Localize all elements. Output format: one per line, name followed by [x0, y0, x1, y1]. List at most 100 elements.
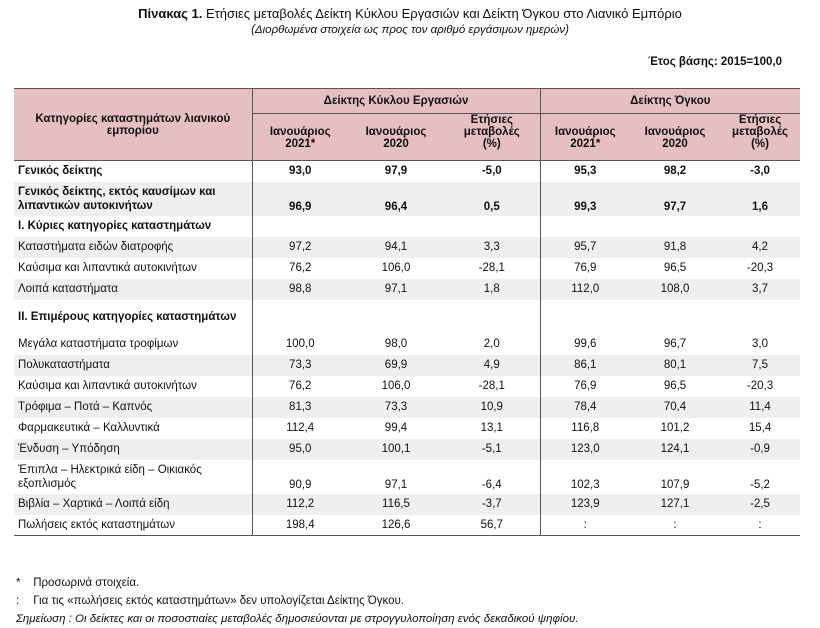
cell-value: 112,4 [286, 422, 315, 434]
cell-value: 76,9 [574, 380, 597, 392]
cell-value: 95,0 [252, 438, 348, 460]
row-label: Έπιπλα – Ηλεκτρικά είδη – Οικιακός εξοπλ… [14, 459, 253, 494]
cell-value: 76,2 [289, 262, 312, 274]
cell-value: 95,3 [574, 165, 597, 178]
cell-value: 90,9 [289, 478, 312, 491]
cell-value: 76,2 [289, 380, 312, 392]
table-row: Πολυκαταστήματα 73,3 69,9 4,9 86,1 80,1 7,5 [14, 354, 801, 376]
col-annual-change: Ετήσιες μεταβολές [720, 113, 801, 138]
cell-value: 91,8 [630, 236, 721, 258]
cell-value: : [720, 514, 801, 536]
cell-value: 112,2 [252, 493, 348, 515]
cell-value: 107,9 [660, 478, 690, 491]
cell-value: 99,6 [574, 338, 597, 350]
cell-value [540, 216, 630, 237]
cell-value [540, 300, 630, 334]
cell-value: 7,5 [720, 354, 801, 376]
category-header: Κατηγορίες καταστημάτων λιανικού εμπορίο… [14, 88, 253, 161]
footnote-provisional: * Προσωρινά στοιχεία. [16, 577, 140, 589]
cell-value [630, 300, 720, 334]
cell-value: 2,0 [444, 333, 541, 355]
cell-value: 10,9 [444, 396, 541, 418]
cell-value: 96,5 [663, 262, 687, 274]
row-label: I. Κύριες κατηγορίες καταστημάτων [14, 215, 253, 237]
cell-value: 100,1 [348, 438, 444, 460]
col-annual-change: Ετήσιες μεταβολές [444, 113, 541, 138]
cell-value: 98,8 [252, 278, 348, 300]
cell-value: 123,9 [540, 493, 631, 515]
table-title: Πίνακας 1. Ετήσιες μεταβολές Δείκτη Κύκλ… [138, 6, 682, 21]
cell-value [720, 300, 800, 334]
cell-value: -5,0 [444, 160, 541, 182]
row-label: Πωλήσεις εκτός καταστημάτων [14, 514, 253, 536]
table-row: Γενικός δείκτης, εκτός καυσίμων και λιπα… [14, 181, 801, 216]
cell-value: 73,3 [252, 354, 348, 376]
cell-value: 1,6 [720, 181, 801, 216]
cell-value: 116,8 [571, 422, 600, 434]
table-row: Γενικός δείκτης 93,0 97,9 -5,0 95,3 98,2 -3,0 [14, 160, 800, 182]
col-year-2021: 2021* [540, 138, 631, 161]
cell-value: 96,5 [663, 380, 687, 392]
cell-value: -6,4 [444, 459, 541, 494]
cell-value: 4,2 [720, 236, 801, 258]
col-jan-2020: Ιανουάριος [348, 113, 444, 138]
cell-value: 80,1 [630, 354, 721, 376]
cell-value: 106,0 [381, 262, 411, 274]
cell-value [348, 300, 444, 334]
row-label: Τρόφιμα – Ποτά – Καπνός [14, 396, 253, 418]
cell-value: 69,9 [348, 354, 444, 376]
table-row: Λοιπά καταστήματα 98,8 97,1 1,8 112,0 108,0 3,… [14, 278, 801, 300]
cell-value: 98,0 [384, 338, 408, 350]
cell-value: 4,9 [444, 354, 541, 376]
cell-value: 97,9 [384, 165, 408, 178]
cell-value [252, 300, 348, 334]
cell-value: 106,0 [381, 380, 411, 392]
cell-value: 78,4 [540, 396, 631, 418]
footnote-rounding: Σημείωση : Οι δείκτες και οι ποσοστιαίες… [16, 613, 579, 625]
footnotes: * Προσωρινά στοιχεία. : Για τις «πωλήσει… [16, 574, 579, 628]
cell-value: 56,7 [444, 514, 541, 536]
table-row: Μεγάλα καταστήματα τροφίμων 100,0 98,0 2,0 9… [14, 333, 800, 355]
table-row: Φαρμακευτικά – Καλλυντικά 112,4 99,4 13,1 11… [14, 417, 800, 439]
base-year-note: Έτος βάσης: 2015=100,0 [648, 56, 782, 68]
cell-value: 112,0 [540, 278, 631, 300]
cell-value: 124,1 [630, 438, 721, 460]
cell-value [252, 216, 348, 237]
row-label: Φαρμακευτικά – Καλλυντικά [14, 417, 253, 439]
cell-value: -2,5 [720, 493, 801, 515]
cell-value: 96,7 [663, 338, 687, 350]
cell-value: 97,7 [630, 181, 721, 216]
col-year-2020: 2020 [630, 138, 721, 161]
row-label: Πολυκαταστήματα [14, 354, 253, 376]
table-row: Καταστήματα ειδών διατροφής 97,2 94,1 3,3 95… [14, 236, 801, 258]
cell-value [444, 299, 541, 334]
cell-value: : [540, 514, 631, 536]
cell-value: : [630, 514, 721, 536]
col-percent: (%) [720, 138, 801, 161]
cell-value: 94,1 [348, 236, 444, 258]
cell-value: 96,4 [348, 181, 444, 216]
cell-value: 1,8 [444, 278, 541, 300]
cell-value [348, 216, 444, 237]
cell-value: 70,4 [630, 396, 721, 418]
cell-value: 108,0 [630, 278, 721, 300]
row-label: Καύσιμα και λιπαντικά αυτοκινήτων [14, 375, 253, 397]
cell-value: 126,6 [348, 514, 444, 536]
cell-value: 3,3 [444, 236, 541, 258]
table-row: II. Επιμέρους κατηγορίες καταστημάτων [14, 299, 800, 334]
col-year-2021: 2021* [252, 138, 348, 161]
cell-value: 3,7 [720, 278, 801, 300]
cell-value: 99,3 [540, 181, 631, 216]
cell-value: -28,1 [444, 375, 541, 397]
cell-value: 97,1 [348, 278, 444, 300]
cell-value: -20,3 [746, 262, 774, 274]
cell-value: 99,4 [384, 422, 408, 434]
cell-value: 81,3 [252, 396, 348, 418]
cell-value: -0,9 [720, 438, 801, 460]
col-jan-2021: Ιανουάριος [540, 113, 631, 138]
cell-value: -3,7 [444, 493, 541, 515]
col-jan-2020: Ιανουάριος [630, 113, 721, 138]
cell-value [444, 215, 541, 237]
cell-value: 0,5 [444, 181, 541, 216]
cell-value: 98,2 [663, 165, 687, 178]
